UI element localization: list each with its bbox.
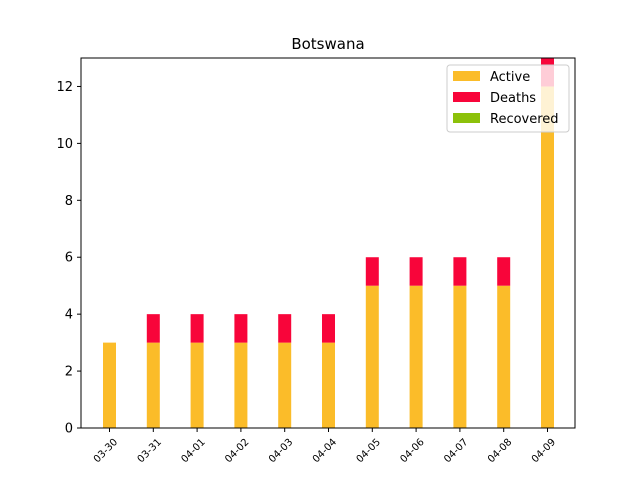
chart-title: Botswana: [291, 35, 364, 53]
y-tick-label: 4: [65, 308, 73, 323]
plot-frame: [80, 57, 576, 429]
y-tick-label: 6: [65, 251, 73, 266]
bar-active-03-31: [146, 342, 160, 428]
bar-active-04-02: [234, 342, 248, 428]
x-tick-label: 03-30: [92, 437, 120, 465]
x-tick-label: 04-08: [486, 437, 514, 465]
y-tick-label: 12: [56, 80, 73, 95]
bar-active-04-06: [409, 285, 423, 428]
x-tick-label: 04-07: [442, 437, 470, 465]
bar-active-04-08: [497, 285, 511, 428]
bars: [103, 58, 554, 428]
x-tick-label: 04-06: [398, 437, 426, 465]
legend-label-deaths: Deaths: [490, 91, 536, 106]
bar-active-04-04: [322, 342, 335, 428]
bar-deaths-04-08: [497, 257, 511, 286]
legend-swatch-deaths: [453, 92, 480, 102]
legend-swatch-recovered: [453, 113, 480, 123]
x-tick-label: 03-31: [136, 437, 164, 465]
y-tick-label: 10: [56, 137, 73, 152]
x-tick-label: 04-09: [530, 437, 558, 465]
bar-deaths-03-31: [146, 314, 160, 343]
x-tick-label: 04-03: [267, 437, 295, 465]
bar-active-04-07: [453, 285, 467, 428]
x-tick-label: 04-05: [355, 437, 383, 465]
bar-active-04-01: [190, 342, 204, 428]
bar-deaths-04-04: [322, 314, 335, 343]
x-axis: 03-30 03-31 04-01 04-02 04-03 04-04 04-05 04-06…: [92, 428, 558, 465]
bar-deaths-04-03: [278, 314, 292, 343]
x-tick-label: 04-04: [311, 437, 339, 465]
y-tick-label: 8: [65, 194, 73, 209]
y-tick-label: 0: [65, 422, 73, 437]
bar-deaths-04-06: [409, 257, 423, 286]
bar-active-04-05: [365, 285, 379, 428]
bar-deaths-04-07: [453, 257, 467, 286]
x-tick-label: 04-02: [223, 437, 251, 465]
bar-deaths-04-02: [234, 314, 248, 343]
bar-active-04-03: [278, 342, 292, 428]
legend-swatch-active: [453, 71, 480, 81]
bar-deaths-04-01: [190, 314, 204, 343]
y-axis: 0 2 4 6 8 10 12: [56, 80, 81, 437]
legend-label-active: Active: [490, 70, 530, 85]
legend-label-recovered: Recovered: [490, 112, 559, 127]
bar-active-03-30: [103, 342, 116, 428]
bar-active-04-09: [541, 86, 554, 428]
y-tick-label: 2: [65, 365, 73, 380]
legend: Active Deaths Recovered: [446, 64, 570, 133]
x-tick-label: 04-01: [179, 437, 207, 465]
bar-deaths-04-05: [365, 257, 379, 286]
